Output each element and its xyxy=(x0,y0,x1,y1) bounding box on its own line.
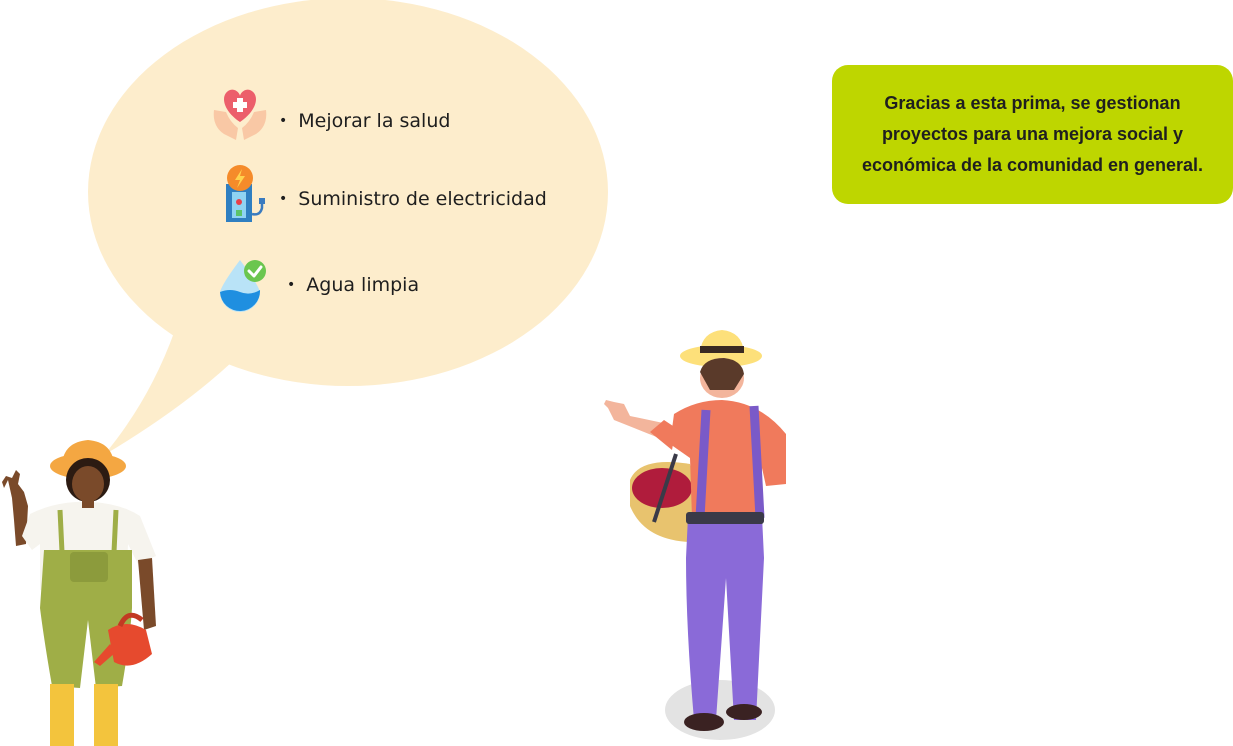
info-card-text: Gracias a esta prima, se gestionan proye… xyxy=(861,93,1204,175)
man-farmer-illustration xyxy=(604,330,786,740)
water-drop-check-icon xyxy=(220,260,266,312)
benefit-label: Agua limpia xyxy=(306,274,420,296)
bullet: • xyxy=(279,191,288,207)
speech-bubble xyxy=(88,0,608,455)
benefit-label: Suministro de electricidad xyxy=(298,188,547,210)
benefit-item-electricity: • Suministro de electricidad xyxy=(279,188,547,210)
bullet: • xyxy=(279,113,288,129)
benefit-item-health: • Mejorar la salud xyxy=(279,110,450,132)
woman-farmer-illustration xyxy=(2,440,156,746)
heart-hands-icon xyxy=(213,89,267,140)
bullet: • xyxy=(287,277,296,293)
power-station-icon xyxy=(226,165,265,222)
info-card: Gracias a esta prima, se gestionan proye… xyxy=(832,65,1233,204)
benefit-label: Mejorar la salud xyxy=(298,110,451,132)
benefit-item-water: • Agua limpia xyxy=(287,274,419,296)
